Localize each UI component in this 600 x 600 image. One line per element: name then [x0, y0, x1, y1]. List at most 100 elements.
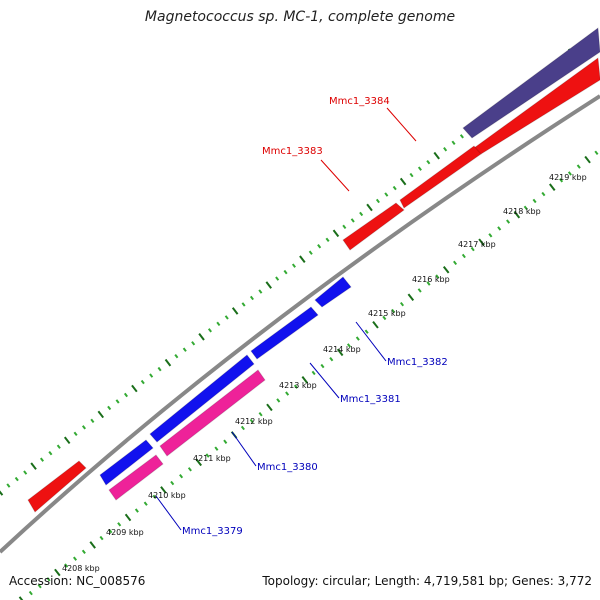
outer-tick: [182, 347, 187, 352]
inner-tick: [54, 568, 61, 577]
map-title: Magnetococcus sp. MC-1, complete genome: [144, 9, 456, 25]
outer-tick: [392, 185, 397, 191]
gene-label-mmc1_3380: Mmc1_3380: [257, 462, 318, 473]
gene-arrow-mmc1_3382: [314, 276, 352, 308]
outer-tick: [30, 462, 37, 470]
gene-label-mmc1_3382: Mmc1_3382: [387, 357, 448, 368]
inner-tick: [311, 370, 316, 376]
kbp-tick-label: 4219 kbp: [549, 173, 587, 182]
kbp-tick-label: 4212 kbp: [235, 417, 273, 426]
gene-arrow-mmc1_3383: [399, 145, 482, 209]
outer-tick: [308, 250, 313, 255]
inner-tick: [143, 501, 148, 506]
kbp-tick-label: 4217 kbp: [458, 240, 496, 249]
outer-tick: [63, 436, 71, 445]
inner-tick: [497, 226, 502, 231]
outer-tick: [6, 483, 11, 488]
feature-block: [462, 27, 600, 139]
inner-tick: [407, 293, 415, 302]
inner-tick: [134, 508, 139, 513]
inner-tick: [266, 403, 273, 412]
outer-tick: [39, 457, 45, 462]
inner-tick: [276, 398, 281, 403]
outer-tick: [224, 315, 229, 320]
inner-tick: [160, 486, 167, 494]
outer-tick: [366, 203, 373, 212]
inner-tick: [532, 198, 537, 204]
gene-arrow-mmc1_3381: [250, 306, 319, 360]
inner-tick: [513, 210, 521, 219]
outer-tick: [174, 353, 179, 359]
leader-line: [231, 431, 257, 467]
inner-tick: [223, 439, 228, 444]
outer-tick: [299, 255, 306, 263]
kbp-tick-label: 4213 kbp: [279, 381, 317, 390]
leader-line: [386, 107, 417, 142]
kbp-tick-label: 4216 kbp: [412, 275, 450, 284]
inner-tick: [124, 513, 132, 522]
backbone: [0, 94, 600, 554]
outer-tick: [73, 431, 78, 436]
kbp-tick-label: 4210 kbp: [148, 491, 186, 500]
inner-tick: [559, 178, 564, 183]
outer-tick: [375, 198, 380, 204]
inner-tick: [453, 260, 458, 266]
kbp-tick-label: 4211 kbp: [193, 454, 231, 463]
inner-tick: [355, 336, 360, 341]
inner-tick: [329, 356, 334, 362]
outer-tick: [157, 366, 162, 372]
outer-tick: [399, 177, 407, 186]
outer-tick: [275, 276, 280, 281]
inner-tick: [46, 577, 51, 582]
kbp-labels: 4208 kbp 4209 kbp 4210 kbp 4211 kbp 4212 kbp…: [62, 173, 587, 573]
inner-tick: [214, 446, 219, 451]
inner-tick: [89, 541, 96, 549]
inner-tick: [258, 412, 263, 417]
inner-tick: [576, 164, 581, 169]
gene-label-mmc1_3379: Mmc1_3379: [182, 526, 243, 537]
inner-tick: [541, 191, 546, 197]
inner-tick: [117, 522, 122, 527]
inner-tick: [28, 590, 33, 596]
outer-tick: [350, 218, 355, 223]
outer-tick: [342, 224, 347, 230]
inner-tick: [594, 150, 599, 155]
outer-tick: [14, 476, 19, 482]
gene-label-mmc1_3383: Mmc1_3383: [262, 146, 323, 157]
inner-tick: [426, 281, 431, 286]
inner-tick: [293, 384, 298, 389]
outer-tick: [107, 405, 112, 411]
inner-tick: [320, 363, 325, 369]
inner-tick: [435, 274, 440, 279]
outer-tick: [443, 147, 448, 152]
inner-tick: [584, 155, 591, 164]
gene-arrow-mmc1_3379: [99, 439, 154, 486]
inner-tick: [417, 288, 422, 293]
inner-tick: [461, 253, 466, 259]
inner-tick: [73, 556, 78, 561]
kbp-tick-label: 4214 kbp: [323, 345, 361, 354]
leader-line: [309, 362, 340, 399]
inner-tick: [170, 480, 175, 486]
outer-tick: [23, 470, 28, 475]
inner-tick: [179, 473, 184, 479]
kbp-tick-label: 4218 kbp: [503, 207, 541, 216]
outer-tick: [90, 418, 95, 424]
inner-tick: [478, 238, 485, 246]
inner-tick: [285, 391, 290, 396]
outer-tick: [291, 263, 296, 268]
inner-tick: [205, 453, 210, 458]
gene-labels: Mmc1_3384 Mmc1_3383 Mmc1_3382 Mmc1_3381 Mmc1…: [182, 96, 448, 537]
inner-tick: [301, 376, 309, 384]
outer-tick: [115, 399, 120, 404]
outer-tick: [426, 159, 431, 165]
kbp-tick-label: 4208 kbp: [62, 564, 100, 573]
outer-tick: [191, 341, 196, 346]
inner-tick: [372, 321, 379, 329]
outer-tick: [241, 302, 246, 307]
outer-tick: [417, 166, 422, 171]
backbone-line: [0, 94, 600, 554]
outer-tick: [207, 328, 212, 333]
outer-tick: [140, 379, 145, 385]
